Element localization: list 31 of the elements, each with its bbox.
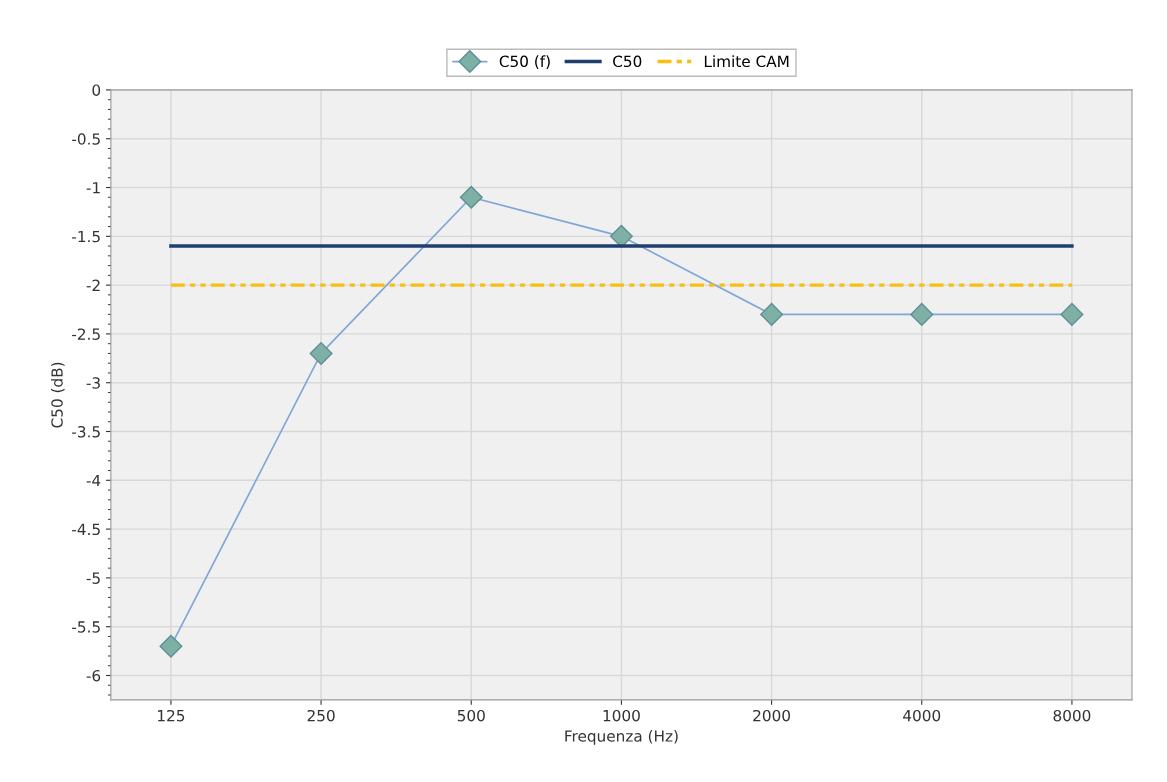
- y-tick-label: -1: [86, 182, 100, 194]
- y-tick-label: -1.5: [72, 230, 100, 243]
- point: [910, 302, 934, 326]
- legend-label: C50: [613, 55, 642, 68]
- y-tick-label: -5.5: [72, 621, 100, 633]
- point: [159, 634, 183, 658]
- x-tick-label: 250: [307, 709, 335, 722]
- x-tick-label: 8000: [1053, 709, 1091, 722]
- x-tick-label: 500: [457, 709, 485, 722]
- legend-label: C50 (f): [499, 55, 550, 69]
- y-tick-label: -6: [86, 669, 101, 682]
- x-axis-title: Frequenza (Hz): [565, 729, 678, 745]
- y-tick-label: -2.5: [72, 328, 100, 340]
- y-tick-label: 0: [92, 84, 101, 96]
- y-tick-label: -0.5: [72, 133, 100, 145]
- y-tick-label: -3: [86, 377, 100, 389]
- x-tick-label: 4000: [903, 709, 941, 722]
- legend-label: Limite CAM: [704, 55, 789, 68]
- y-tick-label: -3.5: [72, 425, 100, 438]
- point: [459, 185, 483, 209]
- x-tick-label: 2000: [753, 709, 791, 722]
- y-tick-label: -4: [86, 474, 101, 487]
- x-tick-label: 1000: [603, 709, 640, 722]
- y-tick-label: -5: [86, 572, 100, 584]
- point: [309, 341, 333, 365]
- x-tick-label: 125: [158, 709, 185, 722]
- point: [1060, 302, 1084, 326]
- point: [760, 302, 784, 326]
- y-axis-title: C50 (dB): [50, 362, 65, 428]
- y-tick-label: -2: [86, 279, 100, 291]
- y-tick-label: -4.5: [72, 523, 100, 536]
